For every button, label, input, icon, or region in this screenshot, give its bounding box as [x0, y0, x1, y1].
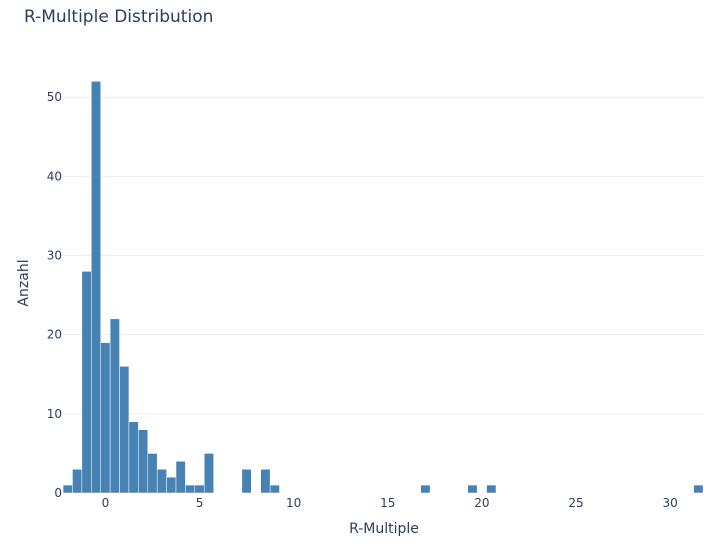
chart-title: R-Multiple Distribution: [24, 7, 214, 27]
histogram-bar: [269, 484, 280, 494]
histogram-bar: [119, 366, 130, 494]
histogram-bar: [81, 271, 92, 494]
histogram-bar: [693, 484, 704, 494]
histogram-bar: [100, 342, 111, 494]
histogram-bar: [156, 469, 167, 494]
histogram-bar: [260, 469, 271, 494]
histogram-bar: [486, 484, 497, 494]
histogram-bar: [467, 484, 478, 494]
histogram-bar: [62, 484, 73, 494]
x-tick-label: 10: [286, 496, 301, 510]
histogram-bar: [185, 484, 196, 494]
histogram-bar: [175, 461, 186, 494]
y-tick-label: 0: [54, 486, 62, 500]
y-axis-title: Anzahl: [16, 259, 32, 306]
x-axis-title: R-Multiple: [349, 521, 419, 537]
histogram-bar: [241, 469, 252, 494]
y-tick-label: 10: [47, 407, 62, 421]
histogram-bar: [194, 484, 205, 494]
x-tick-label: 20: [474, 496, 489, 510]
histogram-bar: [166, 476, 177, 494]
tick-layer: 0 10 20 30 40 50 0 5 10 15 20 25 30: [47, 90, 678, 510]
bar-layer: [62, 81, 704, 494]
histogram-bar: [138, 429, 149, 494]
histogram-bar: [109, 318, 120, 494]
y-tick-label: 30: [47, 249, 62, 263]
x-tick-label: 30: [662, 496, 677, 510]
histogram-bar: [420, 484, 431, 494]
x-tick-label: 0: [102, 496, 110, 510]
y-tick-label: 20: [47, 328, 62, 342]
y-tick-label: 50: [47, 90, 62, 104]
grid-layer: [64, 96, 704, 415]
x-tick-label: 5: [196, 496, 204, 510]
histogram-bar: [72, 469, 83, 494]
histogram-bar: [91, 81, 101, 494]
y-tick-label: 40: [47, 169, 62, 183]
x-tick-label: 15: [380, 496, 395, 510]
x-tick-label: 25: [568, 496, 583, 510]
histogram-bar: [128, 421, 139, 494]
histogram-bar: [147, 453, 158, 494]
histogram-bar: [203, 453, 214, 494]
